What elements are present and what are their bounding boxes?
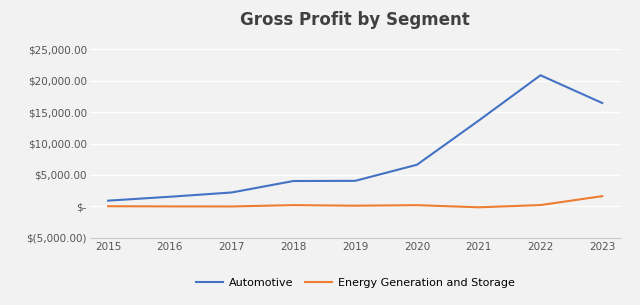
Title: Gross Profit by Segment: Gross Profit by Segment [241,12,470,30]
Legend: Automotive, Energy Generation and Storage: Automotive, Energy Generation and Storag… [191,274,519,293]
